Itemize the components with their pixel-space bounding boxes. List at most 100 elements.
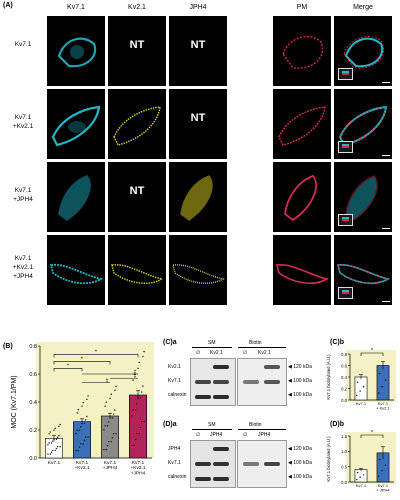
data-point (115, 385, 117, 388)
data-point (55, 447, 58, 450)
dagger-mark: ‡ (134, 374, 137, 380)
data-point (384, 379, 387, 381)
da-marker-2: ◀ 100 kDa (288, 460, 312, 466)
data-point (81, 422, 83, 425)
bar (354, 376, 368, 401)
data-point (112, 413, 115, 415)
significance-star: * (81, 357, 84, 363)
ca-biotin-bracket (238, 347, 286, 348)
nt-label: NT (129, 39, 145, 51)
data-point (133, 444, 136, 447)
data-point (359, 390, 361, 392)
row-label-2: Kv7.1 +Kv2.1 (6, 113, 40, 131)
ca-row-kv21: Kv2.1 (168, 364, 181, 370)
zoom-inset (338, 214, 353, 226)
band (264, 365, 280, 369)
ca-row-calnexin: calnexin (168, 392, 187, 398)
category-label: +Kv2.1 (130, 465, 145, 471)
data-point (50, 442, 53, 444)
y-tick-label: 1.0 (341, 449, 347, 454)
significance-bracket (53, 361, 111, 365)
data-point (75, 450, 77, 452)
y-tick-label: 0.2 (341, 386, 347, 391)
data-point (109, 417, 111, 419)
data-point (106, 425, 109, 427)
ca-sm-label: SM (208, 340, 216, 346)
nt-label: NT (129, 185, 145, 197)
data-point (56, 436, 59, 439)
da-sm-label: SM (208, 422, 216, 428)
panel-db-plot: 0.0 0.5 1.0 1.5 Kv7.1 biotinylated (A.U.) Kv7… (326, 430, 394, 493)
significance-star: * (95, 350, 98, 356)
data-point (105, 401, 108, 403)
data-point (131, 444, 133, 447)
row4-line3: +JPH4 (13, 273, 33, 280)
data-point (137, 367, 139, 370)
data-point (381, 385, 383, 388)
data-point (47, 453, 49, 455)
band (195, 477, 211, 481)
band (213, 365, 229, 369)
image-r2-kv71 (47, 89, 105, 159)
scale-bar (382, 301, 390, 302)
panel-cb-plot: 0.0 0.2 0.4 0.6 0.8 Kv7.1 biotinylated (A.U.)… (326, 348, 394, 411)
data-point (77, 450, 80, 452)
zoom-inset (338, 68, 353, 80)
data-point (78, 429, 81, 431)
image-r4-jph4 (169, 235, 227, 305)
data-point (362, 474, 365, 476)
data-point (114, 409, 116, 411)
data-point (356, 394, 358, 397)
data-point (356, 478, 358, 481)
image-r3-merge (334, 162, 392, 232)
ca-marker-2: ◀ 100 kDa (288, 378, 312, 384)
data-point (53, 429, 55, 431)
row3-line2: +JPH4 (13, 196, 33, 203)
data-point (47, 444, 49, 446)
da-sm-bracket (192, 429, 232, 430)
panel-da-letter: (D)a (163, 421, 177, 428)
row-label-1: Kv7.1 (6, 40, 40, 49)
data-point (143, 350, 145, 353)
data-point (48, 433, 50, 435)
image-r4-kv21 (108, 235, 166, 305)
data-point (140, 391, 143, 393)
band (243, 462, 259, 466)
data-point (137, 397, 139, 399)
data-point (110, 440, 112, 443)
data-point (138, 432, 140, 435)
da-lane-3: ∅ (243, 432, 248, 438)
y-tick-label: 0.0 (29, 456, 37, 462)
da-row-kv71: Kv7.1 (168, 460, 181, 466)
category-label: Kv7.1 (378, 483, 389, 488)
panel-cb-letter: (C)b (330, 339, 344, 346)
data-point (59, 446, 61, 448)
y-tick-label: 0.6 (341, 363, 347, 368)
ca-lane-2: Kv2.1 (210, 350, 223, 356)
da-row-jph4: JPH4 (168, 446, 181, 452)
data-point (84, 436, 87, 438)
scale-bar (382, 228, 390, 229)
image-r3-kv21: NT (108, 162, 166, 232)
data-point (381, 469, 383, 472)
image-r1-jph4: NT (169, 16, 227, 86)
image-r3-jph4 (169, 162, 227, 232)
ca-sm-blot (190, 358, 236, 406)
significance-star: * (371, 348, 374, 354)
dagger-mark: ‡ (106, 378, 109, 384)
data-point (362, 386, 365, 388)
significance-bracket (53, 368, 83, 372)
image-r3-kv71 (47, 162, 105, 232)
image-r2-kv21 (108, 89, 166, 159)
data-point (115, 433, 117, 435)
data-point (136, 432, 138, 435)
significance-bracket (53, 354, 139, 358)
data-point (106, 444, 109, 447)
row3-line1: Kv7.1 (14, 187, 32, 194)
category-label: + Kv2.1 (376, 406, 390, 411)
data-point (104, 405, 106, 407)
data-point (58, 425, 60, 428)
ca-lane-1: ∅ (196, 350, 201, 356)
image-r3-pm (273, 162, 331, 232)
